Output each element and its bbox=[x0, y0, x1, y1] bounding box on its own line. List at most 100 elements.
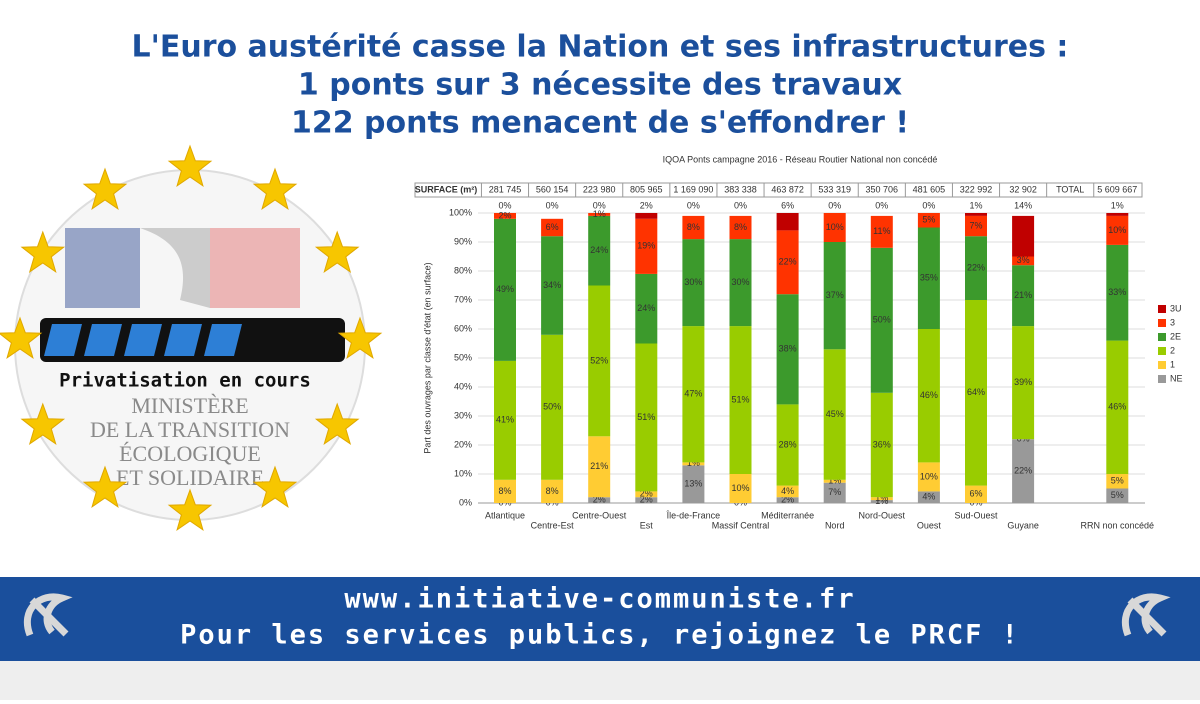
value-label: 39% bbox=[1014, 377, 1032, 387]
value-label: 21% bbox=[590, 461, 608, 471]
bar-segment bbox=[823, 242, 846, 350]
value-label: 1% bbox=[875, 496, 888, 506]
legend-label: 1 bbox=[1170, 359, 1175, 369]
value-label: 10% bbox=[826, 222, 844, 232]
headline: L'Euro austérité casse la Nation et ses … bbox=[132, 30, 1069, 65]
value-label: 11% bbox=[873, 226, 890, 236]
star bbox=[314, 230, 360, 274]
table-cell: 281 745 bbox=[489, 184, 522, 194]
bar-segment bbox=[494, 479, 516, 503]
bar-segment bbox=[729, 474, 752, 503]
bar-segment bbox=[682, 462, 705, 466]
legend-label: 2E bbox=[1170, 331, 1181, 341]
star bbox=[82, 465, 128, 508]
table-cell: 32 902 bbox=[1009, 184, 1037, 194]
value-label: 1% bbox=[687, 458, 700, 468]
x-tick-label: Centre-Est bbox=[531, 520, 575, 530]
bar-segment bbox=[965, 215, 987, 237]
value-label: 64% bbox=[967, 387, 985, 397]
value-label: 2% bbox=[640, 489, 653, 499]
bar-segment bbox=[965, 485, 987, 503]
bar-segment bbox=[776, 485, 799, 498]
value-label: 22% bbox=[967, 262, 985, 272]
value-label: 2% bbox=[640, 200, 653, 210]
value-label: 8% bbox=[546, 486, 559, 496]
value-label: 4% bbox=[781, 486, 794, 496]
legend-swatch bbox=[1158, 305, 1166, 313]
y-tick-label: 100% bbox=[449, 207, 472, 217]
value-label: 0% bbox=[828, 200, 841, 210]
value-label: 5% bbox=[1111, 490, 1124, 500]
value-label: 50% bbox=[543, 402, 561, 412]
bar-segment bbox=[870, 500, 893, 503]
value-label: 34% bbox=[543, 280, 561, 290]
value-label: 41% bbox=[496, 415, 514, 425]
x-tick-label: Nord bbox=[825, 520, 845, 530]
value-label: 2% bbox=[640, 494, 653, 504]
value-label: 37% bbox=[826, 290, 844, 300]
value-label: 19% bbox=[637, 241, 655, 251]
stars bbox=[0, 144, 383, 531]
value-label: 0% bbox=[875, 200, 888, 210]
bar-segment bbox=[1012, 215, 1035, 257]
x-tick-label: Guyane bbox=[1007, 520, 1039, 530]
value-label: 3% bbox=[1017, 255, 1030, 265]
bar-segment bbox=[1106, 340, 1129, 474]
y-tick-label: 30% bbox=[454, 410, 472, 420]
value-label: 6% bbox=[969, 489, 982, 499]
bar-segment bbox=[635, 497, 658, 503]
value-label: 13% bbox=[684, 479, 702, 489]
bar-segment bbox=[870, 392, 893, 498]
value-label: 10% bbox=[731, 483, 749, 493]
star bbox=[20, 230, 66, 274]
value-label: 10% bbox=[1108, 225, 1126, 235]
value-label: 8% bbox=[734, 222, 747, 232]
bar-segment bbox=[729, 239, 752, 327]
value-label: 5% bbox=[1111, 476, 1124, 486]
bar-segment bbox=[917, 213, 940, 228]
y-tick-label: 90% bbox=[454, 236, 472, 246]
logo: Privatisation en cours MINISTÈRE DE LA T… bbox=[0, 144, 383, 531]
bar-segment bbox=[635, 273, 658, 344]
value-label: 45% bbox=[826, 409, 844, 419]
bar-segment bbox=[494, 213, 516, 219]
bar-segment bbox=[729, 326, 752, 474]
bar-segment bbox=[1106, 474, 1129, 489]
x-tick-label: Sud-Ouest bbox=[954, 510, 998, 520]
star bbox=[252, 465, 298, 508]
ministry: MINISTÈRE bbox=[131, 393, 248, 418]
bar-segment bbox=[1012, 439, 1035, 503]
bar-segment bbox=[729, 215, 752, 240]
value-label: 5% bbox=[922, 215, 935, 225]
value-label: 2% bbox=[781, 494, 794, 504]
bar-segment bbox=[965, 236, 987, 300]
headline: 122 ponts menacent de s'effondrer ! bbox=[291, 106, 909, 141]
bar-segment bbox=[776, 404, 799, 486]
bar-segment bbox=[635, 213, 658, 219]
value-label: 1% bbox=[875, 493, 888, 503]
headline: 1 ponts sur 3 nécessite des travaux bbox=[298, 68, 902, 103]
bar-segment bbox=[682, 465, 705, 503]
bar-segment bbox=[682, 215, 705, 240]
y-tick-label: 0% bbox=[459, 497, 472, 507]
star bbox=[252, 167, 298, 210]
value-label: 38% bbox=[779, 344, 797, 354]
y-axis-label: Part des ouvrages par classe d'état (en … bbox=[422, 262, 432, 453]
y-tick-label: 20% bbox=[454, 439, 472, 449]
ministry: DE LA TRANSITION bbox=[90, 417, 290, 442]
table-border bbox=[414, 182, 1143, 198]
bar-segment bbox=[588, 497, 611, 503]
value-label: 4% bbox=[922, 492, 935, 502]
bar-segment bbox=[1012, 326, 1035, 440]
star bbox=[82, 167, 128, 210]
value-label: 14% bbox=[1014, 200, 1032, 210]
bar-segment bbox=[588, 285, 611, 437]
legend-label: NE bbox=[1170, 373, 1183, 383]
value-label: 24% bbox=[590, 245, 608, 255]
bar-segment bbox=[776, 230, 799, 295]
value-label: 0% bbox=[734, 200, 747, 210]
hammer-sickle-left bbox=[23, 593, 73, 637]
table-cell: 223 980 bbox=[583, 184, 616, 194]
bar-segment bbox=[823, 213, 846, 242]
